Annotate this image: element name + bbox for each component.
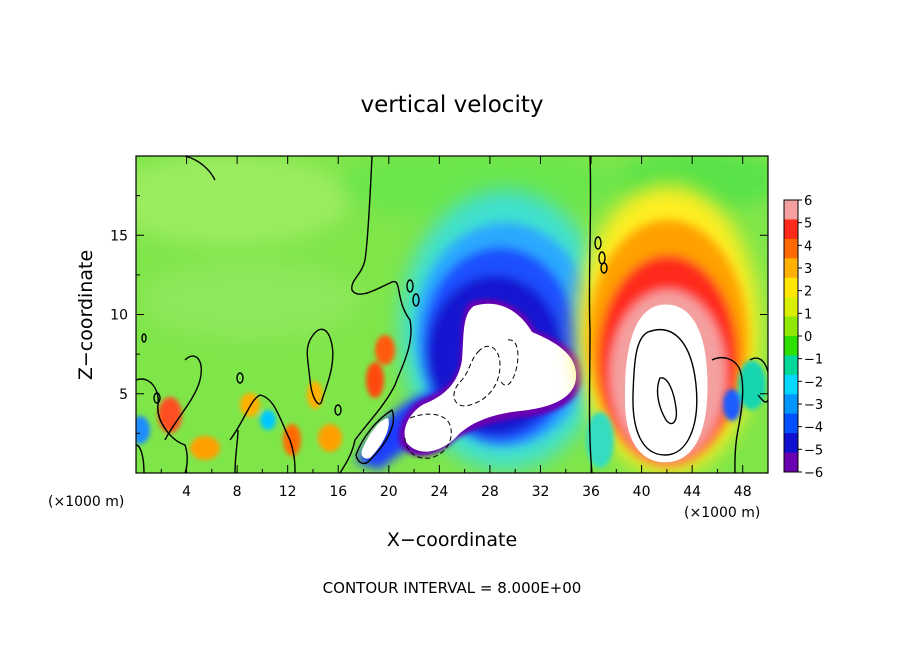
cell-orange-3: [318, 424, 342, 452]
colorbar-swatch: [784, 452, 798, 473]
colorbar-tick-label: 4: [804, 239, 812, 254]
dashed-contour-3: [404, 413, 452, 459]
contour-5: [229, 394, 296, 473]
colorbar-tick-label: −5: [804, 443, 823, 458]
updraft-inner-contour: [632, 329, 698, 456]
cell-red-4: [375, 335, 395, 365]
plot-area: [136, 156, 768, 473]
contour-interval-label: CONTOUR INTERVAL = 8.000E+00: [323, 579, 582, 597]
x-tick-label: 24: [430, 484, 448, 500]
colorbar-swatch: [784, 316, 798, 337]
contours-dashed: [404, 339, 519, 459]
colorbar: 6 5 4 3 2 1 0 −1 −2 −3 −4 −5 −6: [783, 194, 823, 481]
contour-loop-3: [594, 236, 602, 250]
colorbar-tick-label: −3: [804, 398, 823, 413]
colorbar-swatch: [784, 413, 798, 434]
contour-loop-5: [600, 262, 608, 274]
contour-loop-9: [153, 392, 161, 404]
colorbar-tick-label: −4: [804, 421, 823, 436]
downdraft-core-small: [361, 418, 389, 459]
x-units-right: (×1000 m): [684, 505, 760, 521]
cell-red-1: [158, 397, 182, 433]
x-tick-label: 28: [481, 484, 499, 500]
x-tick-label: 20: [380, 484, 398, 500]
colorbar-swatch: [784, 433, 798, 454]
contour-11: [184, 156, 216, 181]
downdraft-core: [404, 303, 577, 452]
dashed-contour-1: [453, 345, 501, 407]
colorbar-tick-label: −2: [804, 375, 823, 390]
contour-8: [136, 444, 145, 473]
colorbar-swatch: [784, 355, 798, 376]
colorbar-swatch: [784, 394, 798, 415]
x-tick-label: 48: [734, 484, 752, 500]
cell-orange-4: [307, 381, 323, 409]
chart-title: vertical velocity: [361, 92, 544, 118]
cell-blue-1: [136, 416, 150, 444]
colorbar-swatch: [784, 336, 798, 356]
contour-1: [339, 156, 412, 473]
x-tick-label: 12: [279, 484, 297, 500]
colorbar-swatch: [784, 297, 798, 318]
x-tick-label: 32: [532, 484, 550, 500]
x-tick-label: 44: [683, 484, 701, 500]
updraft-inner-contour-2: [656, 377, 678, 425]
dashed-contour-2: [499, 339, 519, 386]
colorbar-swatch: [784, 219, 798, 240]
cell-blue-2: [723, 389, 741, 421]
colorbar-tick-label: 6: [804, 194, 812, 209]
field-patch-left-low: [140, 260, 360, 340]
contour-2: [588, 156, 593, 473]
cell-red-3: [366, 362, 384, 398]
colorbar-tick-label: 5: [804, 217, 812, 232]
contour-downdraft-left: [355, 408, 395, 465]
contour-10: [749, 357, 768, 373]
y-tick-label: 10: [110, 308, 128, 324]
x-axis-ticks: 4 8 12 16 20 24 28 32 36 40 44 48: [160, 156, 769, 500]
colorbar-swatch: [784, 258, 798, 279]
colorbar-swatch: [784, 238, 798, 259]
x-units-left: (×1000 m): [48, 494, 124, 510]
colorbar-swatch: [784, 200, 798, 220]
colorbar-tick-label: 3: [804, 262, 812, 277]
colorbar-tick-label: 2: [804, 285, 812, 300]
contour-9: [711, 357, 744, 473]
colorbar-tick-label: −1: [804, 353, 823, 368]
x-tick-label: 4: [182, 484, 191, 500]
x-tick-label: 8: [233, 484, 242, 500]
colorbar-swatch: [784, 374, 798, 395]
y-axis-ticks: 5 10 15: [110, 195, 768, 434]
contour-loop-1: [406, 279, 414, 293]
contour-loop-6: [141, 333, 147, 343]
cell-orange-1: [190, 436, 220, 460]
updraft-core: [624, 304, 708, 463]
field-patch-upper-left: [136, 156, 350, 245]
contour-loop-8: [334, 404, 342, 416]
x-tick-label: 16: [329, 484, 347, 500]
contour-4: [164, 355, 202, 441]
contour-7: [306, 328, 334, 405]
contour-loop-7: [236, 372, 244, 384]
y-axis-label: Z−coordinate: [75, 250, 97, 380]
colorbar-swatch: [784, 277, 798, 298]
cell-red-2: [283, 424, 301, 456]
cell-cyan-3: [586, 412, 614, 468]
y-tick-label: 15: [110, 228, 128, 244]
contour-6: [234, 429, 239, 473]
colorbar-tick-label: −6: [804, 466, 823, 481]
x-axis-label: X−coordinate: [387, 529, 517, 551]
x-tick-label: 36: [582, 484, 600, 500]
x-tick-label: 40: [633, 484, 651, 500]
contour-loop-2: [412, 293, 420, 307]
contours-solid: [136, 156, 768, 473]
contour-3: [136, 378, 188, 473]
cell-cyan-2: [738, 360, 766, 410]
colorbar-tick-label: 0: [804, 330, 812, 345]
colorbar-tick-label: 1: [804, 307, 812, 322]
cell-cyan-1: [260, 410, 276, 430]
y-tick-label: 5: [119, 387, 128, 403]
